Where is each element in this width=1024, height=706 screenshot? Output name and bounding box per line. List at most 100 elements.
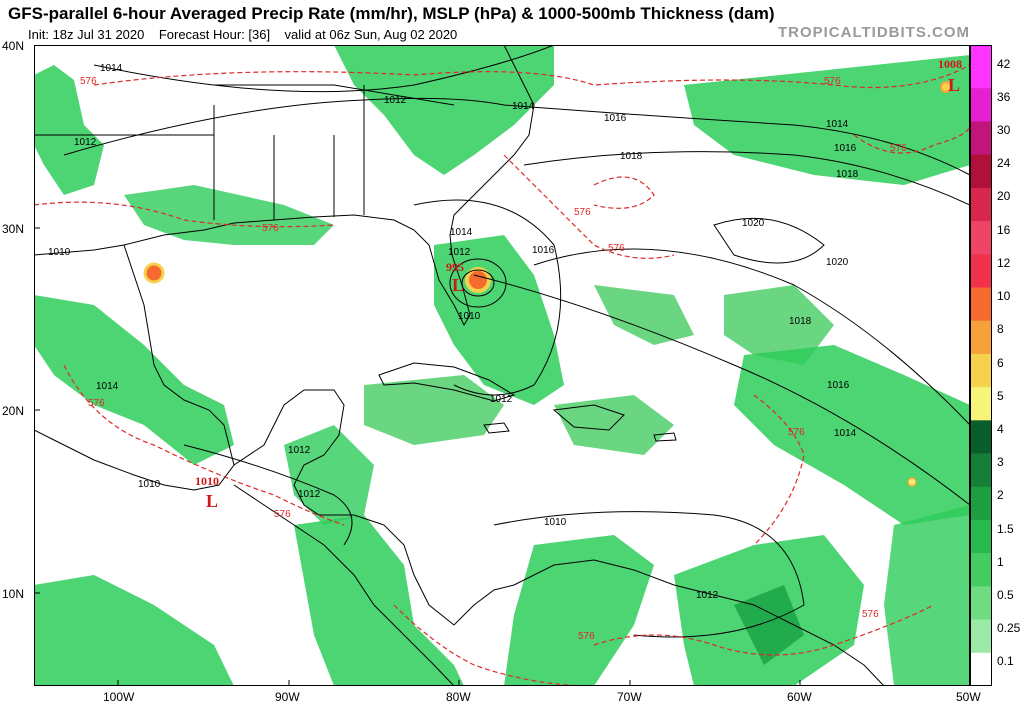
isobar-label: 1010	[458, 311, 481, 322]
precip-area	[884, 505, 970, 686]
thickness-label: 576	[262, 223, 279, 234]
lon-label: 50W	[956, 690, 981, 704]
thickness-layer	[34, 64, 970, 686]
colorbar-tick-label: 8	[997, 322, 1004, 337]
isobar-line	[523, 151, 970, 206]
colorbar-tick-label: 0.1	[997, 654, 1014, 669]
lon-label: 100W	[103, 690, 135, 704]
colorbar-swatch	[970, 88, 992, 122]
colorbar-swatch	[970, 121, 992, 156]
lon-label: 60W	[787, 690, 812, 704]
colorbar-swatch	[970, 453, 992, 488]
lat-label: 30N	[2, 222, 25, 236]
colorbar-swatch	[970, 254, 992, 288]
isobar-label: 1016	[827, 380, 850, 391]
colorbar-tick-label: 0.5	[997, 587, 1014, 602]
thickness-label: 576	[274, 509, 291, 520]
colorbar-swatch	[970, 45, 992, 55]
isobar-line	[473, 274, 970, 506]
thickness-line	[63, 364, 345, 526]
colorbar-frame	[970, 45, 992, 686]
colorbar-swatch	[970, 586, 992, 621]
precip-area	[334, 45, 554, 175]
colorbar-tick-label: 0.25	[997, 621, 1021, 636]
valid-time: valid at 06z Sun, Aug 02 2020	[284, 27, 458, 42]
thickness-label: 576	[824, 76, 841, 87]
isobar-label: 1016	[604, 113, 627, 124]
lat-label: 40N	[2, 39, 25, 53]
precip-area	[724, 285, 834, 365]
precip-area	[734, 585, 804, 665]
colorbar-swatch	[970, 353, 992, 388]
thickness-line	[853, 124, 970, 154]
brand-watermark: TROPICALTIDBITS.COM	[777, 24, 970, 41]
isobar-label: 1016	[834, 143, 857, 154]
isobar-line	[713, 217, 825, 264]
thickness-label: 576	[80, 76, 97, 87]
yucatan-coast	[233, 389, 345, 516]
colorbar-swatch	[970, 619, 992, 654]
thickness-line	[393, 604, 595, 686]
low-pressure-value: 995	[446, 260, 464, 274]
lat-label: 10N	[2, 587, 25, 601]
colorbar-swatch	[970, 553, 992, 587]
precip-cell	[465, 267, 491, 293]
colorbar-tick-label: 4	[997, 421, 1004, 436]
low-pressure-symbol: L	[948, 75, 960, 95]
isobar-label: 1014	[96, 381, 119, 392]
colorbar-swatch	[970, 387, 992, 421]
precip-area	[364, 375, 504, 445]
isobar-label: 1020	[826, 257, 849, 268]
lon-label: 80W	[446, 690, 471, 704]
colorbar-swatch	[970, 652, 992, 686]
precip-area	[504, 535, 654, 686]
isobar-label: 1012	[448, 247, 471, 258]
coastline-layer	[34, 45, 885, 686]
precip-area	[34, 295, 234, 465]
lat-label: 20N	[2, 404, 25, 418]
isobar-line	[503, 104, 970, 176]
cuba	[378, 362, 516, 402]
isobar-line	[413, 199, 562, 396]
us-gulf-coast	[34, 45, 535, 327]
colorbar-swatch	[970, 486, 992, 521]
colorbar-tick-label: 2	[997, 488, 1004, 503]
thickness-line	[34, 201, 335, 228]
chart-title: GFS-parallel 6-hour Averaged Precip Rate…	[8, 4, 775, 23]
isobar-label: 1012	[696, 590, 719, 601]
isobar-label: 1014	[450, 227, 473, 238]
init-time: Init: 18z Jul 31 2020	[28, 27, 145, 42]
isobar-label: 1018	[620, 151, 643, 162]
colorbar-tick-label: 16	[997, 222, 1011, 237]
thickness-label: 576	[890, 143, 907, 154]
puerto-rico	[653, 432, 677, 442]
colorbar-tick-label: 5	[997, 388, 1004, 403]
jamaica	[483, 422, 510, 434]
isobar-label: 1010	[544, 517, 567, 528]
state-borders	[34, 84, 455, 220]
isobar-label: 1012	[384, 95, 407, 106]
colorbar-tick-label: 1.5	[997, 521, 1014, 536]
thickness-label: 576	[578, 631, 595, 642]
colorbar-swatch	[970, 187, 992, 222]
isobar-low-center	[461, 269, 495, 297]
isobar-line	[63, 97, 505, 156]
colorbar-tick-label: 36	[997, 89, 1011, 104]
isobar-label: 1018	[789, 316, 812, 327]
isobar-layer	[63, 45, 970, 638]
thickness-line	[753, 394, 805, 546]
colorbar-swatch	[970, 154, 992, 189]
precip-cell	[907, 477, 917, 487]
thickness-label: 576	[862, 609, 879, 620]
colorbar-tick-label: 3	[997, 455, 1004, 470]
colorbar-swatch	[970, 287, 992, 322]
colorbar-swatch	[970, 320, 992, 355]
weather-map: 1014 1012 1012 1010 1014 1016 1014 1016 …	[34, 45, 970, 686]
isobar-line	[183, 444, 353, 546]
isobar-label: 1010	[138, 479, 161, 490]
colorbar-swatch	[970, 221, 992, 255]
isobar-label: 1012	[288, 445, 311, 456]
thickness-line	[93, 64, 970, 89]
isobar-line	[493, 511, 805, 638]
colorbar-tick-label: 30	[997, 123, 1011, 138]
